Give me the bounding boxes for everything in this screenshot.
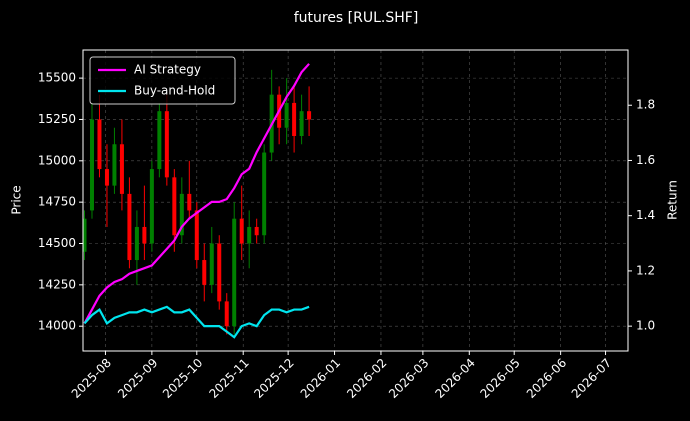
candle-body xyxy=(187,193,192,211)
candle-body xyxy=(83,218,87,252)
candle-body xyxy=(254,226,259,236)
candle-body xyxy=(247,226,252,244)
candle-body xyxy=(202,260,207,285)
candle-body xyxy=(239,218,244,244)
chart-title: futures [RUL.SHF] xyxy=(294,10,419,26)
candle-body xyxy=(224,301,229,327)
y2-tick-label: 1.0 xyxy=(636,319,655,333)
candle-body xyxy=(149,169,154,244)
candle-body xyxy=(127,193,132,261)
candle-body xyxy=(89,119,94,211)
candle-body xyxy=(157,111,162,170)
y-tick-label: 15250 xyxy=(38,112,76,126)
y-tick-label: 14250 xyxy=(38,277,76,291)
legend-box xyxy=(89,56,236,105)
candle-body xyxy=(307,111,312,120)
candle-body xyxy=(292,102,297,136)
legend-label: Buy-and-Hold xyxy=(134,84,215,98)
candle-body xyxy=(142,226,147,244)
candle-body xyxy=(209,243,214,285)
y-tick-label: 14500 xyxy=(38,236,76,250)
candle-body xyxy=(179,193,184,236)
plot-frame xyxy=(82,49,629,352)
candle-body xyxy=(217,243,222,302)
series-line xyxy=(83,63,310,324)
y-tick-label: 14750 xyxy=(38,195,76,209)
candle-body xyxy=(112,144,117,186)
candle-body xyxy=(104,169,109,186)
y2-tick-label: 1.8 xyxy=(636,98,655,112)
candle-body xyxy=(164,111,169,178)
y-tick-label: 14000 xyxy=(38,319,76,333)
y-tick-label: 15000 xyxy=(38,153,76,167)
legend-label: AI Strategy xyxy=(134,63,201,77)
candle-body xyxy=(284,102,289,128)
plot xyxy=(83,63,312,339)
y-axis-label: Price xyxy=(10,185,24,214)
y2-tick-label: 1.4 xyxy=(636,208,655,222)
candle-body xyxy=(194,210,199,261)
y-tick-label: 15500 xyxy=(38,71,76,85)
candle-body xyxy=(299,111,304,136)
candle-body xyxy=(172,177,177,236)
series-line xyxy=(83,305,310,339)
y2-axis-label: Return xyxy=(666,180,680,220)
y2-tick-label: 1.6 xyxy=(636,153,655,167)
candle-body xyxy=(119,144,124,194)
candle-body xyxy=(232,218,237,327)
candle-body xyxy=(97,119,102,170)
candle-body xyxy=(262,152,267,236)
y2-tick-label: 1.2 xyxy=(636,263,655,277)
candle-body xyxy=(134,226,139,261)
